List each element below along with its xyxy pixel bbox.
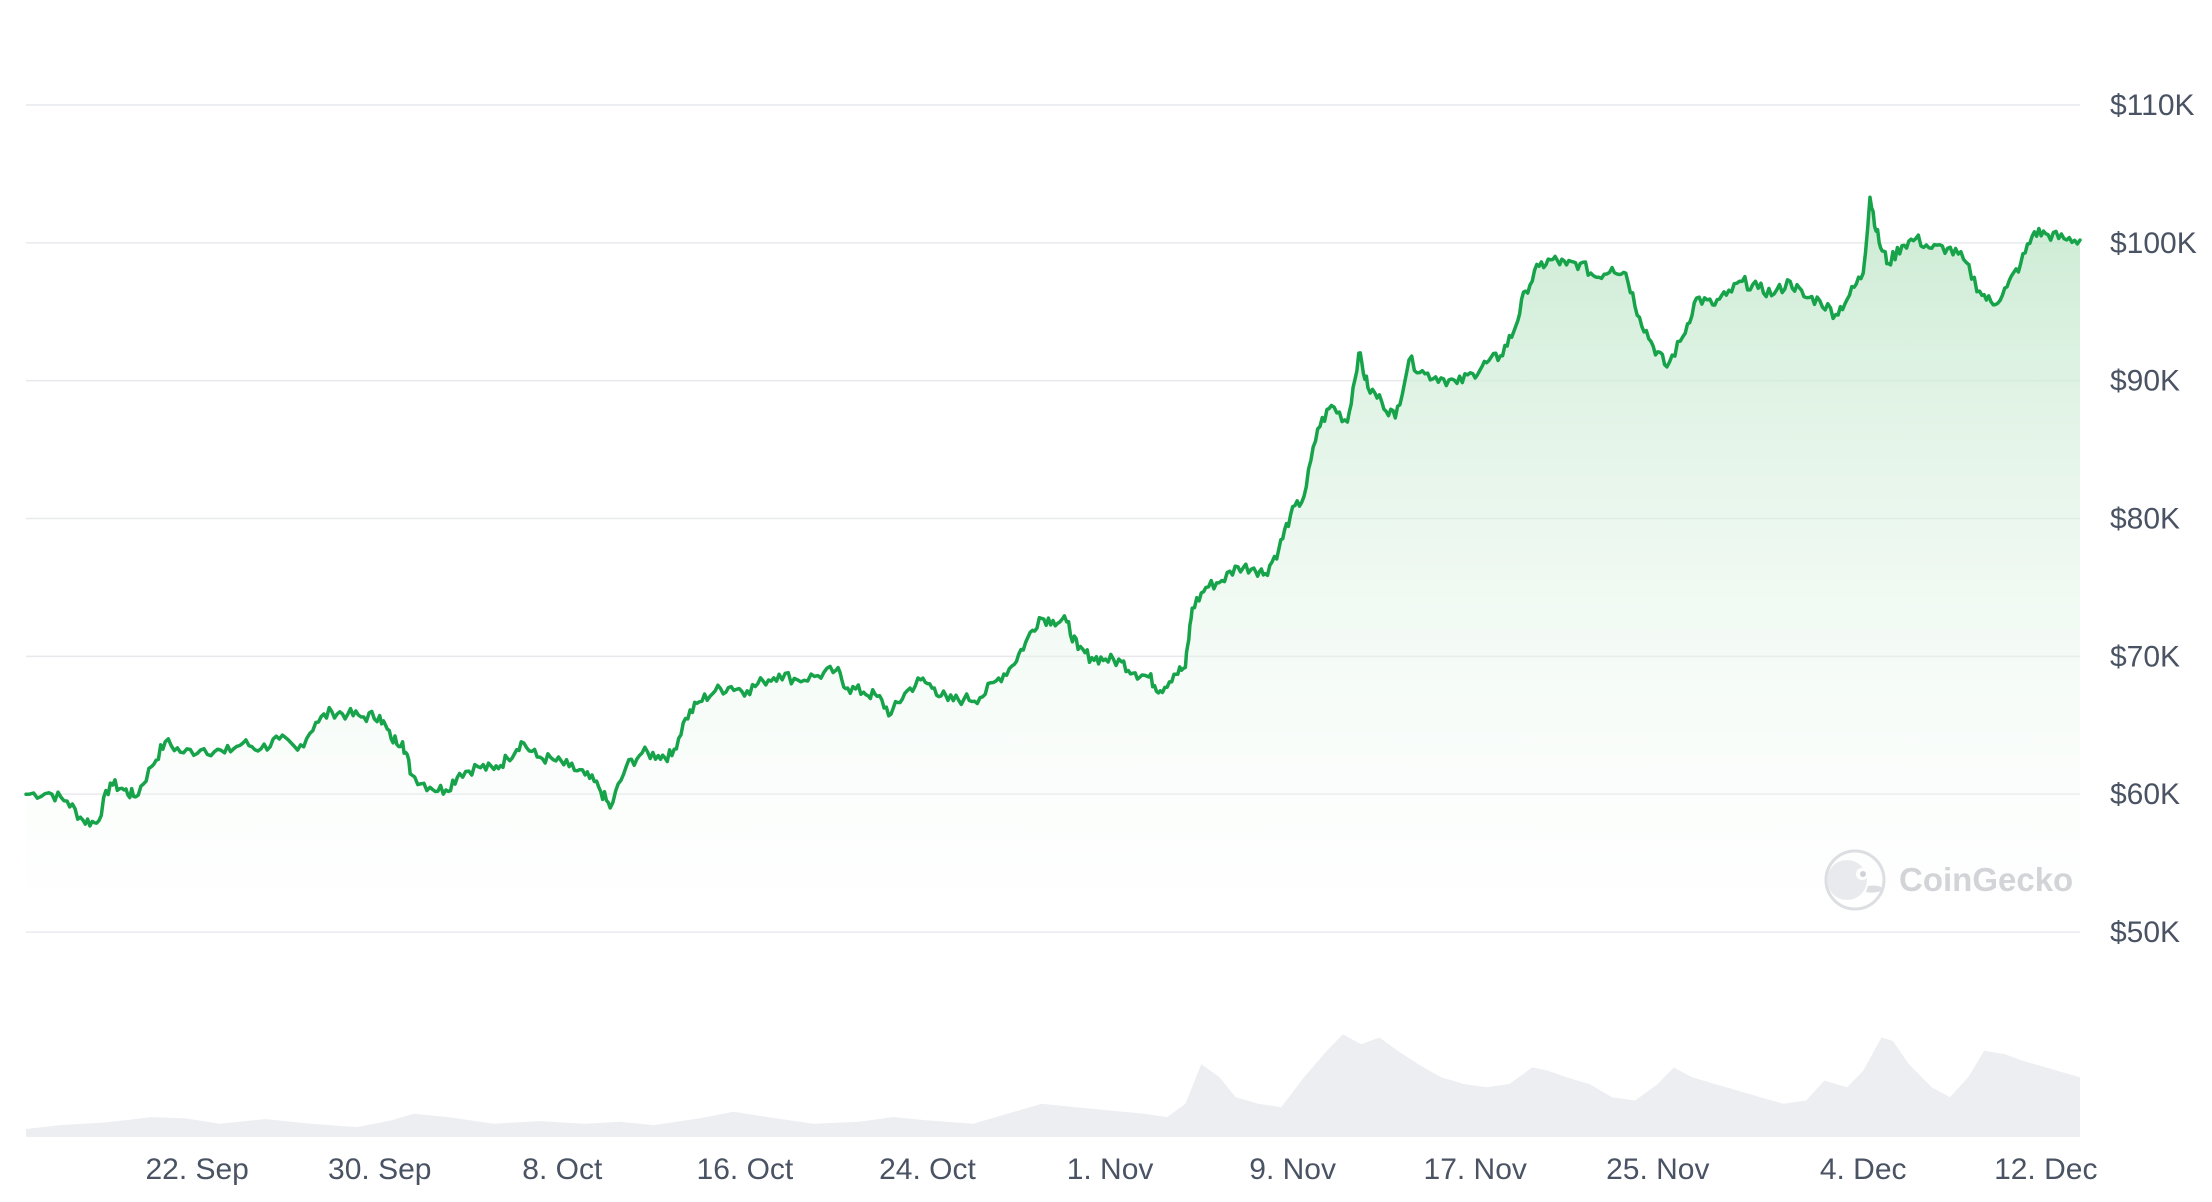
y-axis-ticks: $50K $60K $70K $80K $90K $100K $110K xyxy=(2110,89,2197,949)
y-tick-label: $50K xyxy=(2110,916,2180,949)
coingecko-watermark: CoinGecko xyxy=(1824,849,2073,911)
x-tick-label: 1. Nov xyxy=(1067,1153,1154,1186)
x-tick-label: 25. Nov xyxy=(1606,1153,1709,1186)
y-tick-label: $80K xyxy=(2110,503,2180,536)
y-tick-label: $60K xyxy=(2110,778,2180,811)
gecko-logo-icon xyxy=(1824,849,1886,911)
price-area-fill xyxy=(26,197,2080,933)
volume-area xyxy=(26,1034,2080,1137)
x-tick-label: 4. Dec xyxy=(1820,1153,1907,1186)
price-line xyxy=(24,195,2082,828)
y-tick-label: $110K xyxy=(2110,89,2195,122)
x-tick-label: 30. Sep xyxy=(328,1153,431,1186)
watermark-text: CoinGecko xyxy=(1899,861,2073,898)
x-tick-label: 12. Dec xyxy=(1994,1153,2097,1186)
x-tick-label: 17. Nov xyxy=(1424,1153,1527,1186)
x-tick-label: 22. Sep xyxy=(145,1153,248,1186)
x-tick-label: 8. Oct xyxy=(522,1153,603,1186)
y-tick-label: $70K xyxy=(2110,640,2180,673)
price-area xyxy=(26,197,2080,933)
x-tick-label: 24. Oct xyxy=(879,1153,976,1186)
price-series-line xyxy=(24,195,2082,828)
x-tick-label: 16. Oct xyxy=(697,1153,794,1186)
volume-bars-area xyxy=(26,1034,2080,1137)
x-axis-ticks: 22. Sep 30. Sep 8. Oct 16. Oct 24. Oct 1. Nov… xyxy=(145,1153,2097,1186)
y-tick-label: $100K xyxy=(2110,227,2197,260)
y-tick-label: $90K xyxy=(2110,365,2180,398)
x-tick-label: 9. Nov xyxy=(1249,1153,1336,1186)
